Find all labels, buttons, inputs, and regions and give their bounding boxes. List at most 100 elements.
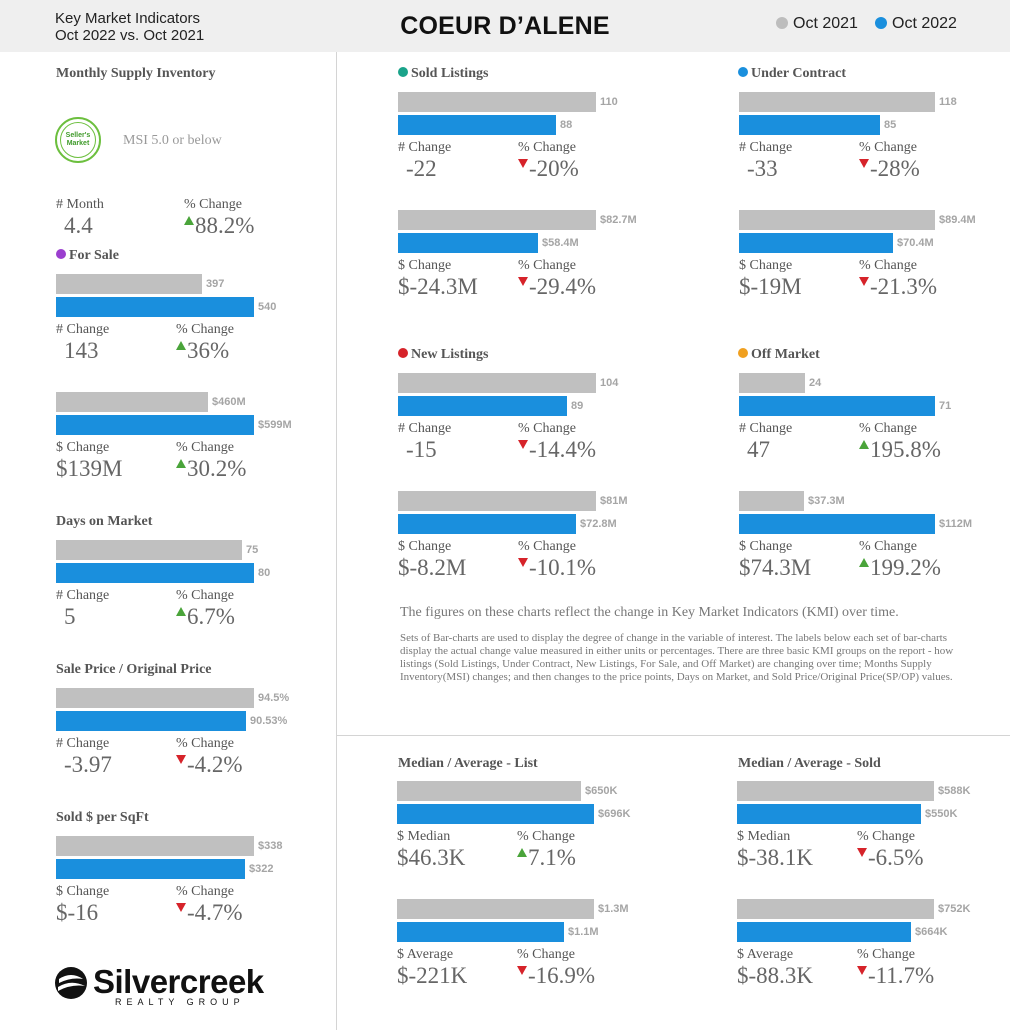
bar-value-label: $460M <box>212 396 246 408</box>
pct-change-value: 7.1% <box>517 845 576 871</box>
pct-change-label: % Change <box>176 588 234 603</box>
bar-value-label: $112M <box>939 518 973 530</box>
legend-oct-2022: Oct 2022 <box>875 15 957 33</box>
pct-change-label: % Change <box>176 884 234 899</box>
change-label: $ Change <box>398 539 452 554</box>
bar-oct-2022 <box>737 922 911 942</box>
bar-value-label: 118 <box>939 96 957 108</box>
change-value: $139M <box>56 456 123 481</box>
bar-value-label: 90.53% <box>250 715 288 727</box>
bar-oct-2022 <box>398 514 576 534</box>
bar-value-label: 71 <box>939 400 952 412</box>
legend-oct-2021: Oct 2021 <box>776 15 858 33</box>
arrow-down-icon <box>518 159 528 168</box>
off-market-title: Off Market <box>738 347 820 363</box>
bar-oct-2022 <box>739 115 880 135</box>
change-label: # Change <box>398 140 452 155</box>
msi-pct-change: 88.2% <box>184 213 254 239</box>
pct-value: -16.9% <box>528 963 596 988</box>
change-label: $ Average <box>397 947 454 962</box>
pct-change-value: -28% <box>859 156 920 182</box>
pct-value: -28% <box>870 156 920 181</box>
bar-value-label: $89.4M <box>939 214 976 226</box>
arrow-down-icon <box>857 848 867 857</box>
med-avg-list-title: Median / Average - List <box>398 756 538 771</box>
silvercreek-logo: Silvercreek REALTY GROUP <box>53 963 273 1010</box>
arrow-down-icon <box>176 903 186 912</box>
pct-value: -29.4% <box>529 274 597 299</box>
orange-dot-icon <box>738 348 748 358</box>
arrow-down-icon <box>857 966 867 975</box>
arrow-down-icon <box>859 159 869 168</box>
pct-change-value: 6.7% <box>176 604 235 630</box>
purple-dot-icon <box>56 249 66 259</box>
bar-oct-2021 <box>739 491 804 511</box>
bar-oct-2021 <box>397 781 581 801</box>
pct-value: 30.2% <box>187 456 247 481</box>
change-value: $46.3K <box>397 845 466 870</box>
bar-value-label: 94.5% <box>258 692 290 704</box>
bar-oct-2021 <box>398 210 596 230</box>
bar-value-label: $550K <box>925 808 958 820</box>
bar-value-label: 397 <box>206 278 225 290</box>
bar-value-label: $588K <box>938 785 971 797</box>
bar-value-label: $81M <box>600 495 628 507</box>
bar-value-label: $650K <box>585 785 618 797</box>
change-value: $-88.3K <box>737 963 814 988</box>
pct-change-label: % Change <box>176 322 234 337</box>
arrow-down-icon <box>518 277 528 286</box>
bar-oct-2022 <box>739 396 935 416</box>
pct-change-label: % Change <box>859 258 917 273</box>
bar-value-label: $58.4M <box>542 237 579 249</box>
bar-oct-2022 <box>398 115 556 135</box>
sp-op-title: Sale Price / Original Price <box>56 662 212 677</box>
pct-change-label: % Change <box>857 829 915 844</box>
msi-month-label: # Month <box>56 197 104 212</box>
change-label: $ Change <box>56 884 110 899</box>
pct-change-value: -4.2% <box>176 752 243 778</box>
sold-listings-title: Sold Listings <box>398 66 488 82</box>
bar-value-label: 80 <box>258 567 271 579</box>
pct-value: -21.3% <box>870 274 938 299</box>
legend-label: Oct 2021 <box>793 15 858 32</box>
change-value: $-221K <box>397 963 468 988</box>
arrow-down-icon <box>859 277 869 286</box>
bar-oct-2021 <box>739 210 935 230</box>
header-bar: Key Market Indicators Oct 2022 vs. Oct 2… <box>0 0 1010 52</box>
arrow-up-icon <box>517 848 527 857</box>
badge-line1: Seller's <box>65 132 91 139</box>
pct-value: 7.1% <box>528 845 576 870</box>
days-on-market-title: Days on Market <box>56 514 153 529</box>
pct-value: -11.7% <box>868 963 935 988</box>
pct-change-value: 195.8% <box>859 437 941 463</box>
under-contract-title: Under Contract <box>738 66 846 82</box>
msi-pct-value: 88.2% <box>195 213 255 238</box>
bar-oct-2022 <box>56 297 254 317</box>
page-title: COEUR D’ALENE <box>400 12 610 40</box>
pct-change-value: 36% <box>176 338 229 364</box>
change-label: $ Change <box>398 258 452 273</box>
arrow-down-icon <box>517 966 527 975</box>
change-value: 5 <box>64 604 76 629</box>
bar-oct-2021 <box>56 836 254 856</box>
bar-oct-2021 <box>56 392 208 412</box>
pct-value: -14.4% <box>529 437 597 462</box>
section-title-text: New Listings <box>411 347 489 362</box>
bar-value-label: 88 <box>560 119 573 131</box>
bar-oct-2022 <box>56 563 254 583</box>
bar-oct-2021 <box>737 781 934 801</box>
pct-change-value: -16.9% <box>517 963 595 989</box>
arrow-up-icon <box>859 440 869 449</box>
bar-oct-2022 <box>56 859 245 879</box>
pct-value: -10.1% <box>529 555 597 580</box>
med-avg-sold-title: Median / Average - Sold <box>738 756 881 771</box>
msi-note: MSI 5.0 or below <box>123 133 222 148</box>
pct-change-value: -21.3% <box>859 274 937 300</box>
bar-value-label: 104 <box>600 377 619 389</box>
bar-oct-2022 <box>56 415 254 435</box>
bar-oct-2021 <box>398 373 596 393</box>
footnote-detail: Sets of Bar-charts are used to display t… <box>400 632 954 683</box>
pct-change-label: % Change <box>859 140 917 155</box>
change-value: -3.97 <box>64 752 112 777</box>
change-label: $ Median <box>397 829 451 844</box>
